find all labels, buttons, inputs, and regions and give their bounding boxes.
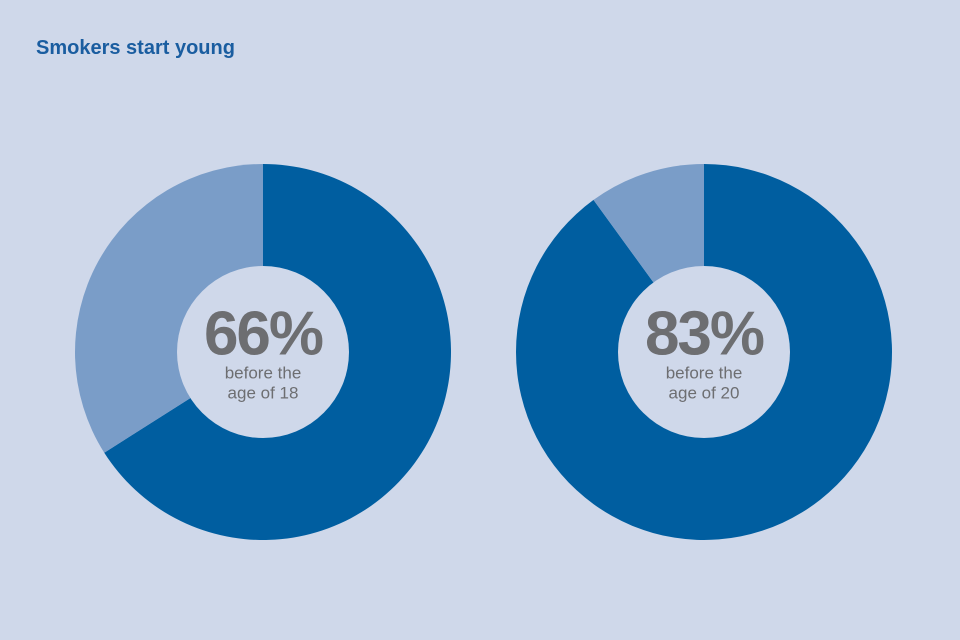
caption: age of 18 <box>228 383 299 402</box>
caption: before the <box>225 363 302 382</box>
donut-hole <box>177 266 349 438</box>
caption: before the <box>666 363 743 382</box>
chart-title: Smokers start young <box>36 37 235 59</box>
center-label: 83% <box>645 299 764 368</box>
caption: age of 20 <box>669 383 740 402</box>
donut-hole <box>618 266 790 438</box>
center-label: 66% <box>204 299 323 368</box>
